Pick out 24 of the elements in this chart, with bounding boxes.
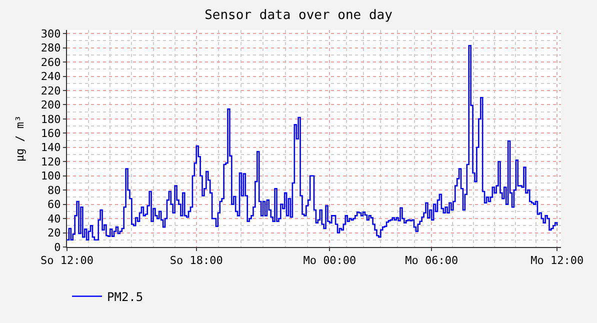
y-tick-label: 0 — [54, 240, 61, 254]
y-tick-label: 40 — [48, 212, 61, 226]
y-tick-label: 120 — [40, 155, 61, 168]
x-tick-label: So 12:00 — [40, 254, 94, 268]
y-axis-title: µg / m³ — [14, 115, 27, 162]
y-tick-label: 300 — [40, 27, 61, 40]
y-tick-label: 140 — [40, 141, 61, 154]
y-tick-label: 200 — [40, 98, 61, 112]
y-tick-label: 280 — [40, 42, 61, 55]
legend-label: PM2.5 — [107, 290, 144, 304]
y-tick-label: 20 — [48, 226, 61, 240]
x-tick-label: Mo 00:00 — [303, 254, 356, 268]
y-tick-label: 80 — [48, 184, 61, 197]
y-tick-label: 260 — [40, 56, 61, 69]
chart-title: Sensor data over one day — [204, 8, 393, 23]
y-tick-label: 240 — [40, 70, 61, 84]
y-tick-label: 220 — [40, 84, 61, 98]
x-tick-label: Mo 06:00 — [405, 254, 458, 268]
y-tick-label: 160 — [40, 127, 61, 140]
y-tick-label: 60 — [48, 198, 61, 212]
x-tick-label: Mo 12:00 — [530, 254, 584, 268]
y-tick-label: 100 — [40, 170, 61, 183]
y-tick-label: 180 — [40, 112, 61, 126]
x-tick-label: So 18:00 — [170, 254, 223, 268]
